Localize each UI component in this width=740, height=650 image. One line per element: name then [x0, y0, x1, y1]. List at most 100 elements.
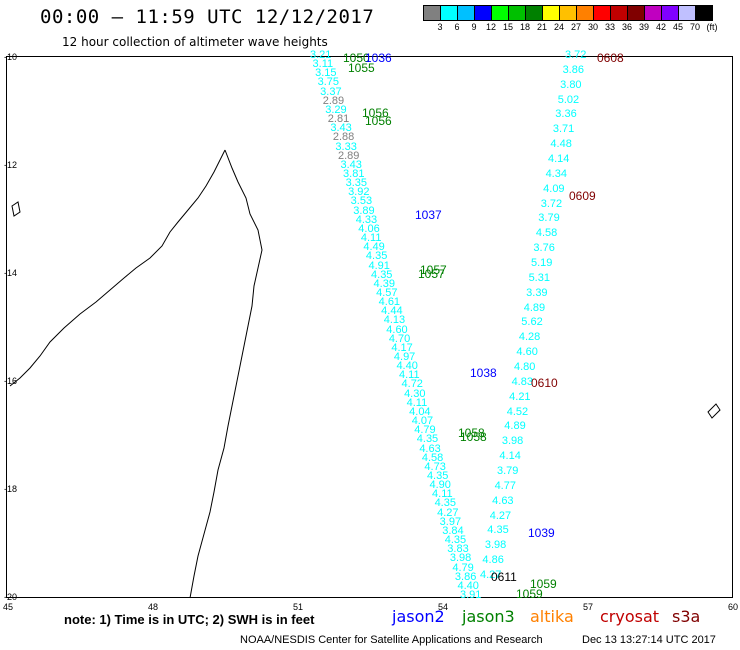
legend-s3a: s3a	[672, 607, 701, 626]
swh-value-left-track: 3.43	[340, 158, 362, 171]
swh-value-left-track: 3.81	[343, 167, 365, 180]
colorbar-swatch	[458, 6, 475, 20]
lon-tick-label: 45	[2, 602, 14, 612]
swh-value-right-track: 5.19	[531, 257, 553, 269]
swh-value-right-track: 3.98	[484, 539, 507, 552]
swh-value-right-track: 3.80	[560, 78, 582, 91]
swh-value-left-track: 4.60	[386, 323, 408, 336]
swh-value-left-track: 4.11	[406, 396, 428, 409]
swh-value-right-track: 4.77	[494, 479, 516, 492]
colorbar-swatch	[509, 6, 526, 20]
colorbar-swatch	[662, 6, 679, 20]
swh-value-right-track: 4.89	[523, 301, 546, 314]
swh-value-right-track: 5.02	[557, 93, 580, 106]
pass-time-label: 0611	[491, 570, 517, 584]
swh-value-right-track: 4.89	[504, 420, 526, 433]
pass-time-label: 1057	[420, 263, 447, 277]
swh-value-left-track: 4.27	[437, 506, 459, 519]
swh-value-right-track: 4.58	[535, 227, 558, 240]
swh-value-left-track: 4.04	[409, 405, 431, 418]
swh-value-left-track: 4.61	[378, 296, 401, 309]
swh-value-right-track: 3.71	[552, 123, 575, 136]
swh-value-left-track: 3.11	[312, 58, 334, 71]
colorbar-label: 15	[502, 22, 514, 32]
swh-value-left-track: 4.35	[426, 470, 449, 483]
swh-value-right-track: 3.86	[562, 63, 584, 76]
swh-value-left-track: 4.11	[360, 232, 382, 245]
colorbar-label: 70	[689, 22, 701, 32]
swh-value-left-track: 3.37	[320, 85, 342, 98]
pass-time-label: 1050	[343, 51, 370, 65]
swh-value-right-track: 5.31	[528, 271, 550, 284]
map-frame	[6, 56, 733, 598]
pass-time-label: 1036	[365, 51, 392, 65]
colorbar-label: 24	[553, 22, 565, 32]
swh-value-right-track: 3.72	[540, 197, 563, 210]
timestamp-text: Dec 13 13:27:14 UTC 2017	[582, 634, 716, 646]
swh-value-left-track: 4.63	[419, 442, 441, 455]
colorbar-swatch	[611, 6, 628, 20]
swh-value-right-track: 4.28	[518, 331, 541, 344]
swh-value-right-track: 4.48	[550, 138, 572, 151]
swh-value-right-track: 3.79	[538, 212, 560, 225]
colorbar-swatch	[475, 6, 492, 20]
swh-value-left-track: 3.89	[353, 204, 375, 217]
swh-value-left-track: 3.92	[348, 186, 370, 199]
swh-value-left-track: 4.58	[421, 451, 444, 464]
colorbar-label: 30	[587, 22, 599, 32]
pass-time-label: 1039	[528, 526, 555, 540]
swh-value-right-track: 4.27	[489, 509, 512, 522]
pass-time-label: 1056	[365, 114, 392, 128]
swh-value-right-track: 4.34	[545, 167, 567, 180]
colorbar-label: 33	[604, 22, 616, 32]
colorbar-label: 36	[621, 22, 633, 32]
swh-value-left-track: 4.17	[391, 341, 413, 354]
lon-tick-label: 54	[437, 602, 449, 612]
swh-value-left-track: 4.79	[414, 424, 436, 437]
swh-value-left-track: 4.72	[401, 378, 423, 391]
swh-value-right-track: 4.21	[509, 390, 531, 403]
swh-value-left-track: 4.79	[452, 561, 474, 574]
madagascar-coastline	[9, 149, 263, 599]
pass-time-label: 1057	[418, 267, 445, 281]
swh-value-left-track: 4.35	[416, 433, 439, 446]
pass-time-label: 1059	[516, 587, 543, 601]
swh-value-left-track: 4.91	[368, 259, 390, 272]
lon-tick-label: 51	[292, 602, 304, 612]
swh-value-left-track: 4.30	[404, 387, 426, 400]
swh-value-left-track: 4.90	[429, 479, 451, 492]
swh-value-right-track: 4.14	[548, 153, 570, 165]
colorbar-label: 3	[437, 22, 443, 32]
lat-tick-label: -16	[4, 376, 18, 386]
swh-value-left-track: 3.86	[454, 570, 477, 583]
swh-value-left-track: 4.49	[363, 241, 385, 254]
swh-value-right-track: 4.09	[543, 182, 565, 195]
colorbar-label: 39	[638, 22, 650, 32]
swh-value-left-track: 4.11	[432, 488, 453, 501]
colorbar-label: 12	[485, 22, 497, 32]
swh-value-left-track: 4.35	[444, 534, 467, 547]
colorbar-label: 27	[570, 22, 582, 32]
swh-value-left-track: 4.73	[424, 460, 446, 473]
map-subtitle: 12 hour collection of altimeter wave hei…	[62, 35, 328, 49]
colorbar-label: 42	[655, 22, 667, 32]
swh-value-left-track: 4.40	[396, 360, 418, 373]
lat-tick-label: -14	[4, 268, 18, 278]
lat-tick-label: -20	[4, 592, 18, 602]
swh-value-right-track: 4.63	[492, 494, 514, 507]
pass-time-label: 0609	[569, 189, 596, 203]
swh-value-left-track: 4.07	[411, 415, 434, 428]
swh-value-left-track: 4.70	[388, 332, 411, 345]
colorbar-swatch	[526, 6, 543, 20]
lat-tick-label: -12	[4, 160, 18, 170]
swh-value-left-track: 3.98	[449, 552, 472, 565]
lat-tick-label: -10	[4, 52, 18, 62]
swh-value-right-track: 3.72	[565, 49, 587, 61]
swh-value-right-track: 4.80	[514, 361, 536, 373]
swh-value-left-track: 3.43	[330, 122, 352, 135]
colorbar-swatch	[645, 6, 662, 20]
swh-value-right-track: 4.27	[480, 569, 502, 581]
wave-height-colorbar	[423, 5, 713, 21]
legend-altika: altika	[530, 607, 574, 626]
